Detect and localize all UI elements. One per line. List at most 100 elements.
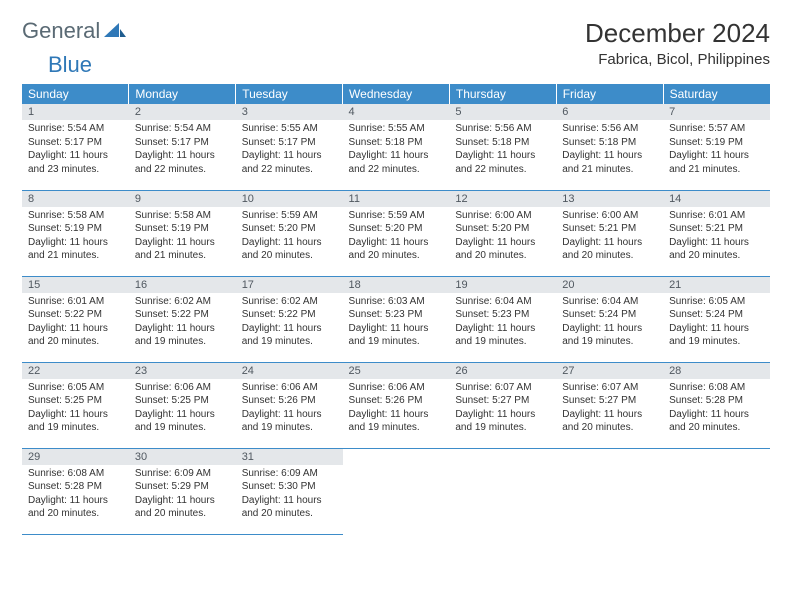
day-number: 10 [236, 191, 343, 207]
day-details: Sunrise: 6:07 AMSunset: 5:27 PMDaylight:… [449, 379, 556, 439]
weekday-header: Monday [129, 84, 236, 104]
calendar-cell: 30Sunrise: 6:09 AMSunset: 5:29 PMDayligh… [129, 448, 236, 534]
title-block: December 2024 Fabrica, Bicol, Philippine… [585, 18, 770, 68]
calendar-cell: 19Sunrise: 6:04 AMSunset: 5:23 PMDayligh… [449, 276, 556, 362]
day-details: Sunrise: 6:03 AMSunset: 5:23 PMDaylight:… [343, 293, 450, 353]
day-number: 16 [129, 277, 236, 293]
day-number: 8 [22, 191, 129, 207]
day-details: Sunrise: 6:09 AMSunset: 5:30 PMDaylight:… [236, 465, 343, 525]
day-details: Sunrise: 6:05 AMSunset: 5:25 PMDaylight:… [22, 379, 129, 439]
calendar-body: 1Sunrise: 5:54 AMSunset: 5:17 PMDaylight… [22, 104, 770, 534]
day-number: 6 [556, 104, 663, 120]
weekday-header: Saturday [663, 84, 770, 104]
day-number: 2 [129, 104, 236, 120]
calendar-cell: 25Sunrise: 6:06 AMSunset: 5:26 PMDayligh… [343, 362, 450, 448]
day-number: 5 [449, 104, 556, 120]
calendar-cell: 27Sunrise: 6:07 AMSunset: 5:27 PMDayligh… [556, 362, 663, 448]
day-number: 21 [663, 277, 770, 293]
logo: General [22, 18, 128, 44]
day-details: Sunrise: 5:56 AMSunset: 5:18 PMDaylight:… [556, 120, 663, 180]
calendar-cell: 31Sunrise: 6:09 AMSunset: 5:30 PMDayligh… [236, 448, 343, 534]
day-number: 4 [343, 104, 450, 120]
calendar-table: SundayMondayTuesdayWednesdayThursdayFrid… [22, 84, 770, 535]
month-title: December 2024 [585, 18, 770, 49]
day-number: 30 [129, 449, 236, 465]
weekday-header: Thursday [449, 84, 556, 104]
day-details: Sunrise: 6:00 AMSunset: 5:21 PMDaylight:… [556, 207, 663, 267]
day-number: 27 [556, 363, 663, 379]
calendar-cell: 16Sunrise: 6:02 AMSunset: 5:22 PMDayligh… [129, 276, 236, 362]
day-details: Sunrise: 6:06 AMSunset: 5:26 PMDaylight:… [343, 379, 450, 439]
day-details: Sunrise: 6:07 AMSunset: 5:27 PMDaylight:… [556, 379, 663, 439]
weekday-header: Sunday [22, 84, 129, 104]
day-number: 25 [343, 363, 450, 379]
calendar-cell: 15Sunrise: 6:01 AMSunset: 5:22 PMDayligh… [22, 276, 129, 362]
day-number: 13 [556, 191, 663, 207]
calendar-cell: 3Sunrise: 5:55 AMSunset: 5:17 PMDaylight… [236, 104, 343, 190]
logo-text-blue: Blue [48, 52, 92, 78]
day-number: 12 [449, 191, 556, 207]
day-details: Sunrise: 5:55 AMSunset: 5:18 PMDaylight:… [343, 120, 450, 180]
weekday-header: Wednesday [343, 84, 450, 104]
calendar-cell: 10Sunrise: 5:59 AMSunset: 5:20 PMDayligh… [236, 190, 343, 276]
calendar-cell: 28Sunrise: 6:08 AMSunset: 5:28 PMDayligh… [663, 362, 770, 448]
day-details: Sunrise: 5:55 AMSunset: 5:17 PMDaylight:… [236, 120, 343, 180]
calendar-cell: 7Sunrise: 5:57 AMSunset: 5:19 PMDaylight… [663, 104, 770, 190]
calendar-cell [663, 448, 770, 534]
day-details: Sunrise: 6:05 AMSunset: 5:24 PMDaylight:… [663, 293, 770, 353]
day-details: Sunrise: 5:59 AMSunset: 5:20 PMDaylight:… [236, 207, 343, 267]
day-number: 24 [236, 363, 343, 379]
day-details: Sunrise: 6:08 AMSunset: 5:28 PMDaylight:… [22, 465, 129, 525]
day-number: 15 [22, 277, 129, 293]
day-details: Sunrise: 5:58 AMSunset: 5:19 PMDaylight:… [129, 207, 236, 267]
day-number: 3 [236, 104, 343, 120]
calendar-cell: 23Sunrise: 6:06 AMSunset: 5:25 PMDayligh… [129, 362, 236, 448]
day-details: Sunrise: 6:08 AMSunset: 5:28 PMDaylight:… [663, 379, 770, 439]
day-number: 7 [663, 104, 770, 120]
calendar-cell: 13Sunrise: 6:00 AMSunset: 5:21 PMDayligh… [556, 190, 663, 276]
day-number: 22 [22, 363, 129, 379]
calendar-cell: 4Sunrise: 5:55 AMSunset: 5:18 PMDaylight… [343, 104, 450, 190]
day-number: 31 [236, 449, 343, 465]
day-details: Sunrise: 6:04 AMSunset: 5:24 PMDaylight:… [556, 293, 663, 353]
location: Fabrica, Bicol, Philippines [585, 51, 770, 68]
day-details: Sunrise: 6:09 AMSunset: 5:29 PMDaylight:… [129, 465, 236, 525]
calendar-cell: 22Sunrise: 6:05 AMSunset: 5:25 PMDayligh… [22, 362, 129, 448]
day-number: 29 [22, 449, 129, 465]
day-details: Sunrise: 6:02 AMSunset: 5:22 PMDaylight:… [236, 293, 343, 353]
day-number: 28 [663, 363, 770, 379]
day-number: 19 [449, 277, 556, 293]
day-details: Sunrise: 5:54 AMSunset: 5:17 PMDaylight:… [129, 120, 236, 180]
calendar-cell [449, 448, 556, 534]
calendar-week-row: 15Sunrise: 6:01 AMSunset: 5:22 PMDayligh… [22, 276, 770, 362]
day-details: Sunrise: 6:06 AMSunset: 5:25 PMDaylight:… [129, 379, 236, 439]
day-number: 20 [556, 277, 663, 293]
day-number: 14 [663, 191, 770, 207]
day-details: Sunrise: 5:57 AMSunset: 5:19 PMDaylight:… [663, 120, 770, 180]
calendar-cell: 17Sunrise: 6:02 AMSunset: 5:22 PMDayligh… [236, 276, 343, 362]
day-details: Sunrise: 6:01 AMSunset: 5:22 PMDaylight:… [22, 293, 129, 353]
logo-text-general: General [22, 18, 100, 44]
weekday-header: Friday [556, 84, 663, 104]
weekday-header: Tuesday [236, 84, 343, 104]
day-details: Sunrise: 5:58 AMSunset: 5:19 PMDaylight:… [22, 207, 129, 267]
day-details: Sunrise: 5:54 AMSunset: 5:17 PMDaylight:… [22, 120, 129, 180]
weekday-header-row: SundayMondayTuesdayWednesdayThursdayFrid… [22, 84, 770, 104]
calendar-cell: 5Sunrise: 5:56 AMSunset: 5:18 PMDaylight… [449, 104, 556, 190]
calendar-cell: 11Sunrise: 5:59 AMSunset: 5:20 PMDayligh… [343, 190, 450, 276]
calendar-cell: 21Sunrise: 6:05 AMSunset: 5:24 PMDayligh… [663, 276, 770, 362]
calendar-cell: 9Sunrise: 5:58 AMSunset: 5:19 PMDaylight… [129, 190, 236, 276]
calendar-week-row: 8Sunrise: 5:58 AMSunset: 5:19 PMDaylight… [22, 190, 770, 276]
calendar-week-row: 1Sunrise: 5:54 AMSunset: 5:17 PMDaylight… [22, 104, 770, 190]
calendar-cell: 20Sunrise: 6:04 AMSunset: 5:24 PMDayligh… [556, 276, 663, 362]
calendar-cell: 29Sunrise: 6:08 AMSunset: 5:28 PMDayligh… [22, 448, 129, 534]
day-details: Sunrise: 5:56 AMSunset: 5:18 PMDaylight:… [449, 120, 556, 180]
day-details: Sunrise: 6:04 AMSunset: 5:23 PMDaylight:… [449, 293, 556, 353]
calendar-cell: 2Sunrise: 5:54 AMSunset: 5:17 PMDaylight… [129, 104, 236, 190]
day-number: 26 [449, 363, 556, 379]
calendar-cell: 26Sunrise: 6:07 AMSunset: 5:27 PMDayligh… [449, 362, 556, 448]
calendar-cell: 14Sunrise: 6:01 AMSunset: 5:21 PMDayligh… [663, 190, 770, 276]
calendar-cell [556, 448, 663, 534]
calendar-week-row: 22Sunrise: 6:05 AMSunset: 5:25 PMDayligh… [22, 362, 770, 448]
day-number: 1 [22, 104, 129, 120]
